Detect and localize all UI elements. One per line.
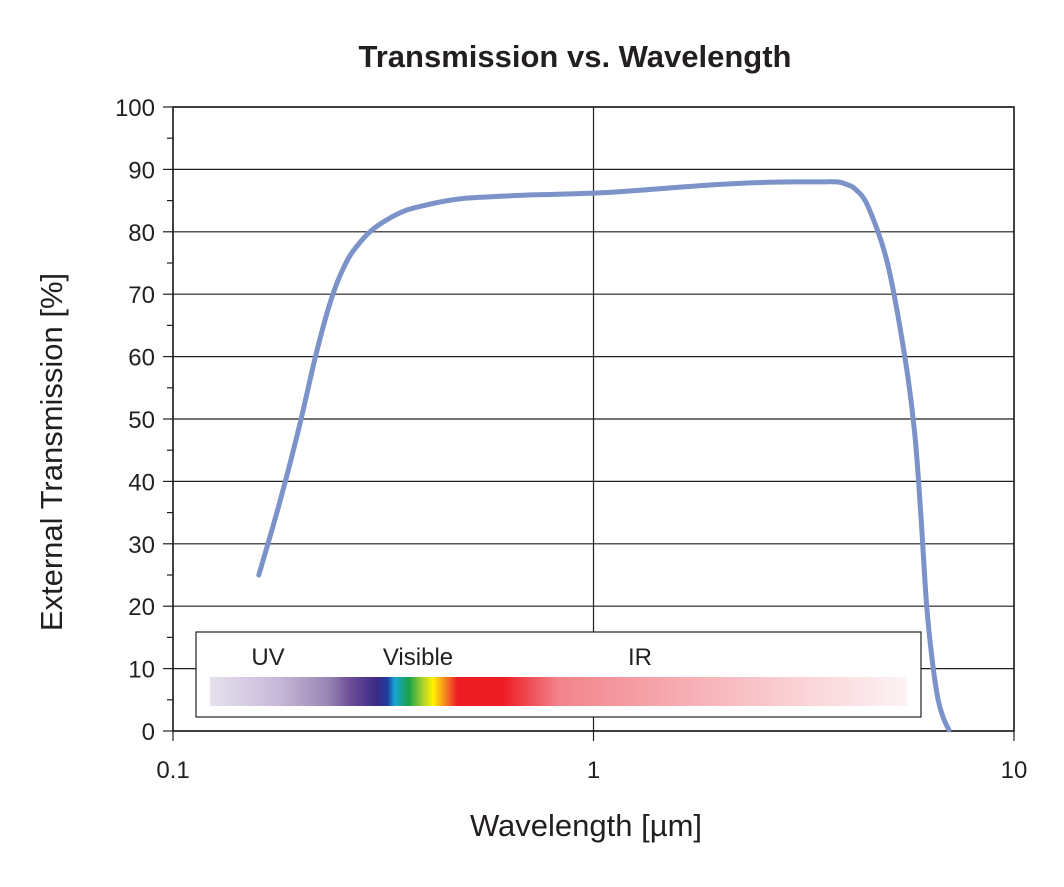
y-tick-label: 20 (128, 594, 155, 621)
y-tick-label: 80 (128, 220, 155, 247)
y-tick-label: 60 (128, 345, 155, 372)
y-tick-label: 40 (128, 469, 155, 496)
spectrum-label-uv: UV (251, 644, 284, 671)
data-series (256, 179, 952, 733)
minor-ticks (163, 106, 1015, 741)
y-tick-label: 70 (128, 282, 155, 309)
title-group: Transmission vs. Wavelength (359, 39, 792, 74)
x-tick-label: 1 (587, 757, 600, 784)
y-tick-label: 100 (115, 95, 155, 122)
spectrum-label-visible: Visible (383, 644, 453, 671)
spectrum-legend: UV Visible IR (195, 631, 922, 718)
plot-frame (172, 106, 1015, 732)
y-tick-label: 10 (128, 657, 155, 684)
x-axis-label: Wavelength [µm] (470, 808, 702, 843)
spectrum-gradient-bar (210, 677, 907, 706)
transmission-curve (256, 179, 952, 733)
y-tick-label: 90 (128, 157, 155, 184)
y-tick-label: 0 (142, 719, 155, 746)
chart-title: Transmission vs. Wavelength (359, 39, 792, 74)
y-tick-label: 50 (128, 407, 155, 434)
x-tick-label: 0.1 (156, 757, 189, 784)
spectrum-label-ir: IR (628, 644, 652, 671)
x-tick-labels: 0.1 1 10 (156, 757, 1027, 784)
x-tick-label: 10 (1001, 757, 1028, 784)
y-tick-label: 30 (128, 532, 155, 559)
y-axis-label: External Transmission [%] (34, 273, 69, 631)
y-tick-labels: 0 10 20 30 40 50 60 70 80 90 100 (115, 95, 155, 746)
